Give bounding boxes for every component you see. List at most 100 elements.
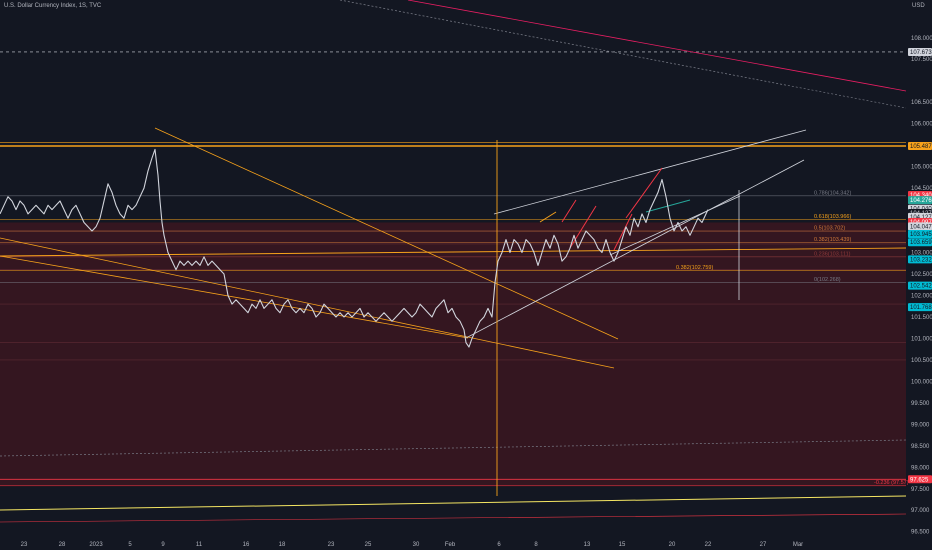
y-tick-13: 101.000 bbox=[911, 336, 932, 342]
price-badge-12: 102.542 bbox=[908, 281, 932, 290]
y-tick-0: 108.000 bbox=[911, 36, 932, 42]
x-tick-3: 5 bbox=[128, 542, 132, 548]
price-badge-3: 104.276 bbox=[908, 196, 932, 205]
price-badge-bg-0 bbox=[908, 47, 932, 56]
y-tick-19: 98.000 bbox=[911, 465, 930, 471]
price-badge-bg-13 bbox=[908, 303, 932, 312]
orange-cross bbox=[0, 247, 907, 257]
price-badge-14: 97.625 bbox=[908, 475, 932, 484]
price-badge-8: 104.047 bbox=[908, 222, 932, 231]
white-wedge-lo bbox=[609, 195, 741, 256]
orange-desc-2 bbox=[0, 237, 615, 369]
x-tick-12: 6 bbox=[497, 542, 501, 548]
y-tick-15: 100.000 bbox=[911, 379, 932, 385]
price-badge-label-6: 104.127 bbox=[910, 215, 932, 221]
x-tick-9: 25 bbox=[365, 542, 372, 548]
y-tick-17: 99.000 bbox=[911, 422, 930, 428]
price-badge-bg-10 bbox=[908, 238, 932, 247]
price-badge-10: 103.659 bbox=[908, 238, 932, 247]
y-tick-2: 106.500 bbox=[911, 100, 932, 106]
price-badge-1: 105.487 bbox=[908, 142, 932, 151]
symbol-title: U.S. Dollar Currency Index, 1S, TVC bbox=[4, 3, 102, 9]
fib-label-6: 0(102.268) bbox=[814, 277, 841, 283]
x-tick-18: 27 bbox=[760, 542, 767, 548]
price-badge-label-12: 102.542 bbox=[910, 284, 932, 290]
gray-dotted-diag bbox=[339, 0, 907, 109]
y-tick-12: 101.500 bbox=[911, 315, 932, 321]
price-badge-label-3: 104.276 bbox=[910, 198, 932, 204]
fib-label-1: 0.618(103.966) bbox=[814, 214, 851, 220]
price-line bbox=[0, 148, 709, 348]
price-badge-label-10: 103.659 bbox=[910, 240, 932, 246]
fib-label-7: -0.236 (97.57) bbox=[874, 480, 909, 486]
x-tick-16: 20 bbox=[669, 542, 676, 548]
yellow-bottom bbox=[0, 495, 907, 511]
price-badge-bg-8 bbox=[908, 222, 932, 231]
price-badge-label-14: 97.625 bbox=[910, 477, 929, 483]
orange-desc-3 bbox=[0, 255, 469, 339]
x-tick-2: 2023 bbox=[89, 542, 103, 548]
y-tick-16: 99.500 bbox=[911, 401, 930, 407]
price-badge-label-2: 104.340 bbox=[910, 193, 932, 199]
x-tick-19: Mar bbox=[793, 542, 803, 548]
y-tick-5: 105.000 bbox=[911, 165, 932, 171]
y-tick-10: 102.500 bbox=[911, 272, 932, 278]
x-tick-1: 28 bbox=[59, 542, 66, 548]
y-tick-22: 96.500 bbox=[911, 530, 930, 536]
x-tick-13: 8 bbox=[534, 542, 538, 548]
y-tick-6: 104.500 bbox=[911, 186, 932, 192]
red-bottom bbox=[0, 513, 907, 523]
price-badge-bg-11 bbox=[908, 255, 932, 264]
x-tick-7: 18 bbox=[279, 542, 286, 548]
price-badge-label-11: 103.232 bbox=[910, 257, 932, 263]
red-downtrend bbox=[407, 0, 907, 92]
currency-label: USD bbox=[912, 3, 925, 9]
price-badge-13: 101.768 bbox=[908, 303, 932, 312]
y-tick-9: 103.000 bbox=[911, 251, 932, 257]
shaded-zone bbox=[0, 222, 906, 487]
price-badge-label-9: 103.945 bbox=[910, 232, 932, 238]
fib-label-2: 0.5(103.702) bbox=[814, 226, 845, 232]
fib-label-3: 0.382(103.439) bbox=[814, 237, 851, 243]
fib-label-4: 0.236(103.111) bbox=[814, 251, 851, 257]
red-swing-1 bbox=[561, 199, 577, 223]
x-tick-0: 23 bbox=[21, 542, 28, 548]
price-badge-bg-12 bbox=[908, 281, 932, 290]
price-badge-bg-14 bbox=[908, 475, 932, 484]
price-axis-bg bbox=[908, 0, 932, 550]
fib-label-0: 0.786(104.342) bbox=[814, 190, 851, 196]
dotted-lower bbox=[0, 439, 907, 457]
x-tick-15: 15 bbox=[619, 542, 626, 548]
x-tick-6: 16 bbox=[243, 542, 250, 548]
y-tick-11: 102.000 bbox=[911, 293, 932, 299]
y-tick-1: 107.500 bbox=[911, 57, 932, 63]
price-badge-label-1: 105.487 bbox=[910, 144, 932, 150]
y-tick-3: 106.000 bbox=[911, 122, 932, 128]
x-tick-11: Feb bbox=[445, 542, 456, 548]
price-badge-label-0: 107.673 bbox=[910, 50, 932, 56]
red-swing-3 bbox=[613, 213, 633, 251]
white-channel-up bbox=[493, 129, 807, 215]
x-tick-4: 9 bbox=[161, 542, 165, 548]
white-channel-lo bbox=[465, 159, 805, 339]
x-tick-17: 22 bbox=[705, 542, 712, 548]
x-tick-10: 30 bbox=[413, 542, 420, 548]
y-tick-21: 97.000 bbox=[911, 508, 930, 514]
y-tick-14: 100.500 bbox=[911, 358, 932, 364]
price-badge-bg-9 bbox=[908, 230, 932, 239]
price-badge-label-13: 101.768 bbox=[910, 305, 932, 311]
x-tick-14: 13 bbox=[584, 542, 591, 548]
price-badge-11: 103.232 bbox=[908, 255, 932, 264]
fib-label-5: 0.382(102.759) bbox=[676, 265, 713, 271]
price-badge-0: 107.673 bbox=[908, 47, 932, 56]
price-badge-9: 103.945 bbox=[908, 230, 932, 239]
x-tick-5: 11 bbox=[196, 542, 203, 548]
red-swing-2 bbox=[569, 205, 597, 249]
price-badge-label-8: 104.047 bbox=[910, 224, 932, 230]
price-badge-bg-3 bbox=[908, 196, 932, 205]
x-tick-8: 23 bbox=[328, 542, 335, 548]
orange-swing-1 bbox=[539, 211, 557, 223]
y-tick-20: 97.500 bbox=[911, 487, 930, 493]
